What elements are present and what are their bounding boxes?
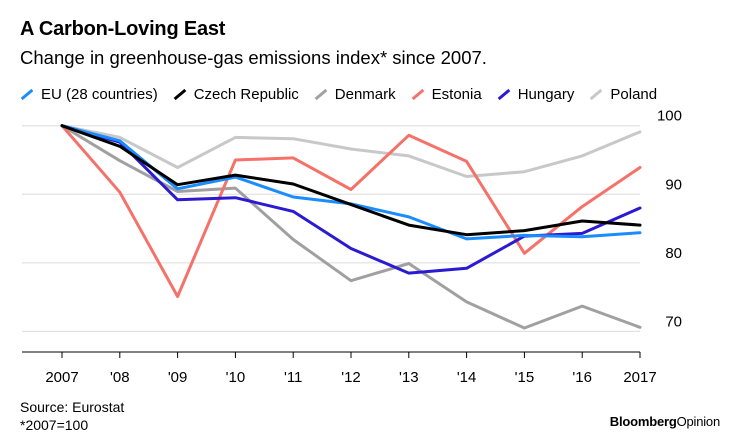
- brand-logo: BloombergOpinion: [610, 414, 720, 429]
- legend-label: EU (28 countries): [41, 86, 158, 103]
- legend-item: Czech Republic: [173, 86, 299, 103]
- y-tick-label: 70: [665, 313, 682, 330]
- y-tick-label: 90: [665, 176, 682, 193]
- legend-label: Denmark: [334, 86, 396, 103]
- y-tick-label: 80: [665, 245, 682, 262]
- source-text: Source: Eurostat: [20, 399, 125, 415]
- legend-item: Hungary: [497, 86, 575, 103]
- series-line-estonia: [60, 124, 642, 298]
- source-note: Source: Eurostat *2007=100: [20, 398, 124, 434]
- brand-logo-part: Bloomberg: [609, 414, 677, 429]
- x-tick-label: '09: [168, 369, 188, 386]
- x-tick-label: '08: [110, 369, 130, 386]
- legend-item: Poland: [589, 86, 657, 103]
- x-tick-label: '13: [399, 369, 419, 386]
- legend: EU (28 countries) Czech Republic Denmark…: [20, 86, 672, 103]
- series-line-eu-28-countries: [60, 124, 642, 241]
- x-tick-label: '15: [515, 369, 535, 386]
- x-tick-label: '11: [284, 369, 302, 386]
- chart-title: A Carbon-Loving East: [20, 18, 226, 40]
- legend-label: Czech Republic: [193, 86, 299, 103]
- x-tick-label: '12: [341, 369, 361, 386]
- index-footnote: *2007=100: [20, 417, 89, 433]
- x-tick-label: '16: [572, 369, 592, 386]
- legend-label: Estonia: [431, 86, 482, 103]
- x-tick-label: 2007: [45, 369, 78, 386]
- legend-label: Poland: [610, 86, 658, 103]
- series-line-poland: [60, 124, 642, 178]
- x-tick-label: '14: [457, 369, 477, 386]
- x-tick-label: '10: [226, 369, 246, 386]
- x-tick-label: 2017: [623, 369, 656, 386]
- legend-item: Denmark: [314, 86, 396, 103]
- series-line-czech-republic: [60, 124, 642, 237]
- chart-subtitle: Change in greenhouse-gas emissions index…: [20, 47, 487, 68]
- legend-item: Estonia: [411, 86, 482, 103]
- legend-label: Hungary: [517, 86, 575, 103]
- y-tick-label: 100: [657, 108, 682, 125]
- legend-item: EU (28 countries): [20, 86, 158, 103]
- brand-logo-part: Opinion: [676, 414, 721, 429]
